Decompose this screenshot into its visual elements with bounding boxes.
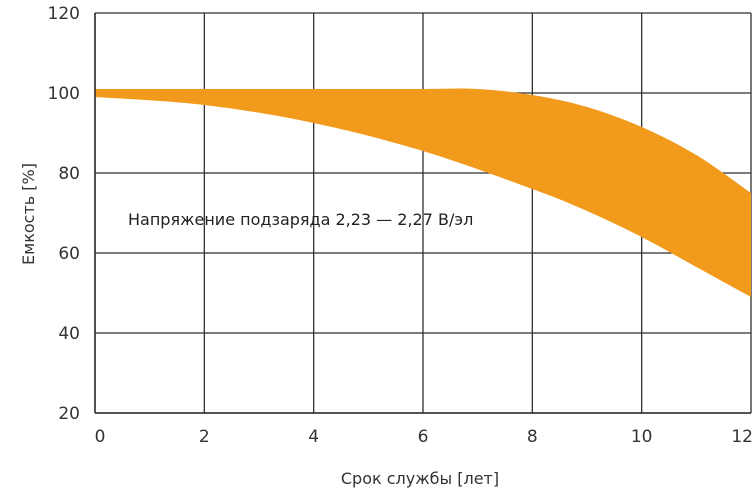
x-axis-label: Срок службы [лет]	[341, 469, 499, 488]
x-tick-label: 4	[308, 427, 319, 447]
capacity-band	[95, 88, 751, 297]
y-tick-label: 60	[58, 244, 80, 264]
x-tick-labels: 0 2 4 6 8 10 12	[95, 427, 753, 447]
x-tick-label: 6	[418, 427, 429, 447]
y-tick-label: 20	[58, 404, 80, 424]
y-tick-label: 120	[48, 4, 80, 24]
y-axis-label: Емкость [%]	[19, 163, 38, 265]
y-tick-label: 80	[58, 164, 80, 184]
y-tick-labels: 20 40 60 80 100 120	[48, 4, 80, 424]
y-tick-label: 100	[48, 84, 80, 104]
annotation: Напряжение подзаряда 2,23 — 2,27 В/эл	[128, 210, 473, 229]
x-tick-label: 2	[199, 427, 210, 447]
x-tick-label: 10	[631, 427, 653, 447]
plot-frame	[94, 13, 751, 414]
x-tick-label: 8	[527, 427, 538, 447]
y-tick-label: 40	[58, 324, 80, 344]
x-tick-label: 12	[731, 427, 753, 447]
x-tick-label: 0	[95, 427, 106, 447]
